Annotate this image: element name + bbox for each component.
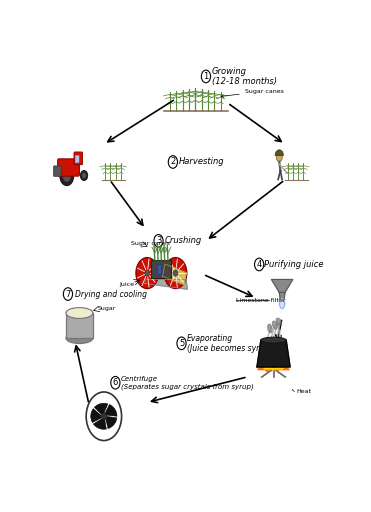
FancyBboxPatch shape <box>58 159 79 176</box>
Circle shape <box>101 413 106 420</box>
FancyBboxPatch shape <box>75 156 79 163</box>
Text: 3: 3 <box>156 237 161 245</box>
Polygon shape <box>94 403 108 414</box>
Text: Limestone filter: Limestone filter <box>236 298 286 303</box>
Text: Purifying juice: Purifying juice <box>264 260 324 269</box>
Text: 5: 5 <box>179 339 184 348</box>
Polygon shape <box>93 419 106 430</box>
Ellipse shape <box>272 321 278 329</box>
Circle shape <box>82 173 86 178</box>
Polygon shape <box>280 299 285 309</box>
Circle shape <box>60 167 74 186</box>
Text: 4: 4 <box>256 260 262 269</box>
Text: Drying and cooling: Drying and cooling <box>75 290 147 298</box>
Text: Sugar canes: Sugar canes <box>221 89 284 97</box>
Polygon shape <box>264 365 283 370</box>
Text: Sugar: Sugar <box>97 306 116 311</box>
Text: 1: 1 <box>203 72 209 81</box>
Circle shape <box>81 170 88 181</box>
Text: Sugar canes: Sugar canes <box>131 241 170 246</box>
Ellipse shape <box>276 318 282 326</box>
FancyBboxPatch shape <box>53 166 61 176</box>
Polygon shape <box>257 363 289 372</box>
Text: 6: 6 <box>113 378 118 387</box>
Text: Harvesting: Harvesting <box>179 158 225 166</box>
Circle shape <box>86 392 122 440</box>
Ellipse shape <box>66 333 93 344</box>
Ellipse shape <box>66 308 93 318</box>
Text: 7: 7 <box>65 290 70 298</box>
Text: Heat: Heat <box>296 389 312 394</box>
Text: Evaporating
(Juice becomes syrup): Evaporating (Juice becomes syrup) <box>187 334 272 353</box>
FancyBboxPatch shape <box>157 264 161 274</box>
Polygon shape <box>272 280 293 292</box>
Circle shape <box>164 258 187 289</box>
Wedge shape <box>275 150 283 156</box>
Circle shape <box>136 258 158 289</box>
FancyBboxPatch shape <box>74 152 83 165</box>
Text: Juice: Juice <box>120 282 135 287</box>
Text: Growing
(12-18 months): Growing (12-18 months) <box>212 67 277 86</box>
Polygon shape <box>145 280 187 289</box>
Polygon shape <box>105 404 117 416</box>
Ellipse shape <box>67 308 92 317</box>
Circle shape <box>145 270 150 276</box>
Circle shape <box>173 270 178 276</box>
Polygon shape <box>162 264 186 284</box>
Circle shape <box>276 153 282 161</box>
Polygon shape <box>257 340 290 367</box>
Text: Crushing: Crushing <box>165 237 202 245</box>
Polygon shape <box>279 292 285 300</box>
Bar <box>66 313 93 338</box>
Polygon shape <box>91 409 101 422</box>
Text: Centrifuge
(Separates sugar crystals from syrup): Centrifuge (Separates sugar crystals fro… <box>121 376 254 390</box>
FancyBboxPatch shape <box>151 260 171 278</box>
Polygon shape <box>106 416 117 429</box>
Ellipse shape <box>267 324 272 333</box>
Circle shape <box>63 170 71 182</box>
Ellipse shape <box>261 337 286 343</box>
Text: 2: 2 <box>170 158 175 166</box>
